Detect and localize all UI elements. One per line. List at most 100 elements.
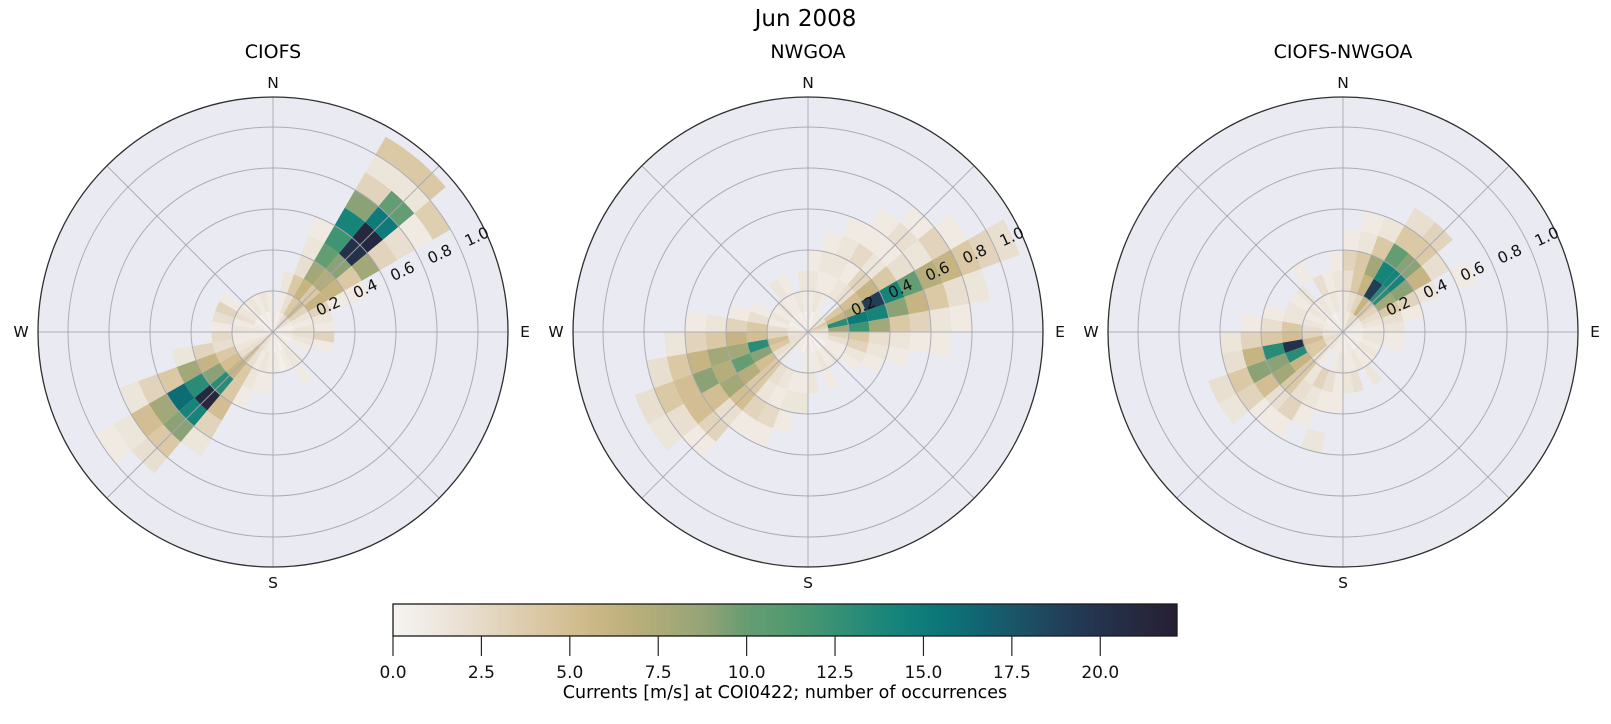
rose-cell	[825, 311, 847, 325]
rose-cell	[808, 332, 826, 346]
rose-cell	[1321, 271, 1336, 294]
rose-cell	[1291, 403, 1315, 429]
rose-cell	[808, 352, 816, 373]
rose-cell	[1343, 321, 1363, 332]
rose-cell	[212, 310, 235, 325]
rose-cell	[253, 332, 273, 343]
rose-cell	[1343, 291, 1351, 312]
rose-cell	[719, 373, 746, 398]
rose-cell	[301, 235, 325, 261]
rose-cell	[769, 339, 791, 353]
rose-cell	[1350, 271, 1365, 294]
rose-cell	[808, 372, 819, 394]
rose-cell	[314, 243, 339, 270]
rose-cell	[726, 317, 748, 332]
rose-cell	[896, 270, 924, 297]
rose-cell	[868, 317, 890, 332]
rose-cell	[375, 136, 418, 175]
rose-cell	[1383, 321, 1405, 332]
rose-cell	[1371, 235, 1395, 261]
rose-cell	[917, 226, 951, 261]
rose-cell	[846, 339, 869, 354]
rose-cell	[746, 332, 768, 343]
rose-cell	[685, 332, 708, 354]
rose-cell	[232, 317, 254, 329]
rose-cell	[1381, 310, 1404, 325]
rose-cell	[1221, 349, 1247, 375]
polar-spine	[572, 96, 1044, 568]
rose-cell	[888, 332, 911, 350]
rose-cell	[1328, 291, 1340, 313]
rose-cell	[772, 409, 794, 433]
rose-cell	[1329, 314, 1343, 332]
rose-cell	[220, 379, 243, 404]
rose-cell	[255, 318, 273, 332]
rose-cell	[1227, 367, 1255, 394]
polar-spine	[1107, 96, 1579, 568]
rose-cell	[1328, 392, 1343, 414]
rose-cell	[259, 332, 273, 350]
rose-cell	[1271, 362, 1296, 385]
rose-cell	[246, 296, 263, 317]
rose-cell	[172, 346, 196, 368]
rose-cell	[232, 324, 253, 332]
compass-label-e: E	[1055, 323, 1065, 341]
rose-cell	[273, 311, 281, 332]
rose-cell	[1343, 229, 1361, 252]
rose-cell	[262, 332, 273, 352]
rose-cell	[786, 370, 801, 393]
rose-cell	[865, 303, 889, 322]
rose-cell	[1353, 296, 1370, 317]
rose-cell	[1343, 318, 1361, 332]
rose-cell	[1362, 317, 1384, 329]
rose-cell	[742, 394, 767, 421]
rose-cell	[808, 250, 823, 272]
rose-cell	[273, 332, 291, 346]
rose-cell	[1302, 317, 1324, 329]
rose-cell	[818, 347, 835, 368]
rose-cell	[303, 260, 326, 285]
subplot-title-ciofs: CIOFS	[244, 41, 302, 63]
rose-cell	[344, 189, 379, 223]
rose-cell	[273, 332, 277, 353]
rose-cell	[1357, 274, 1374, 297]
rose-cell	[1339, 332, 1343, 353]
rose-cell	[335, 266, 362, 291]
rose-cell	[1343, 332, 1364, 336]
rose-cell	[843, 301, 866, 318]
rose-cell	[1343, 332, 1357, 350]
rose-cell	[808, 328, 829, 332]
rose-cell	[287, 274, 304, 297]
compass-label-s: S	[1338, 574, 1348, 592]
rose-cell	[201, 362, 226, 385]
theta-gridline	[272, 331, 440, 499]
rose-cell	[779, 389, 798, 413]
rose-cell	[822, 274, 839, 297]
rose-cell	[904, 289, 930, 315]
rose-cell	[1343, 324, 1364, 332]
rose-cell	[839, 292, 862, 312]
rose-cell	[1353, 251, 1372, 275]
rose-cell	[787, 328, 808, 332]
rose-cell	[1262, 303, 1286, 322]
rose-cell	[914, 260, 943, 290]
rose-cell	[788, 332, 808, 343]
rose-cell	[634, 388, 666, 425]
rose-cell	[747, 310, 770, 325]
rose-cell	[1343, 332, 1354, 352]
rose-cell	[755, 379, 778, 404]
rose-cell	[252, 332, 273, 340]
rose-cell	[823, 305, 844, 322]
rose-cell	[258, 351, 270, 373]
rose-cell	[211, 332, 233, 343]
rose-cell	[382, 226, 416, 261]
rose-cell	[808, 291, 816, 312]
rose-cell	[283, 296, 300, 317]
theta-gridline	[106, 165, 274, 333]
rose-cell	[265, 311, 273, 332]
rose-cell	[788, 321, 808, 332]
rose-cell	[1362, 335, 1384, 347]
rose-cell	[1285, 346, 1308, 363]
